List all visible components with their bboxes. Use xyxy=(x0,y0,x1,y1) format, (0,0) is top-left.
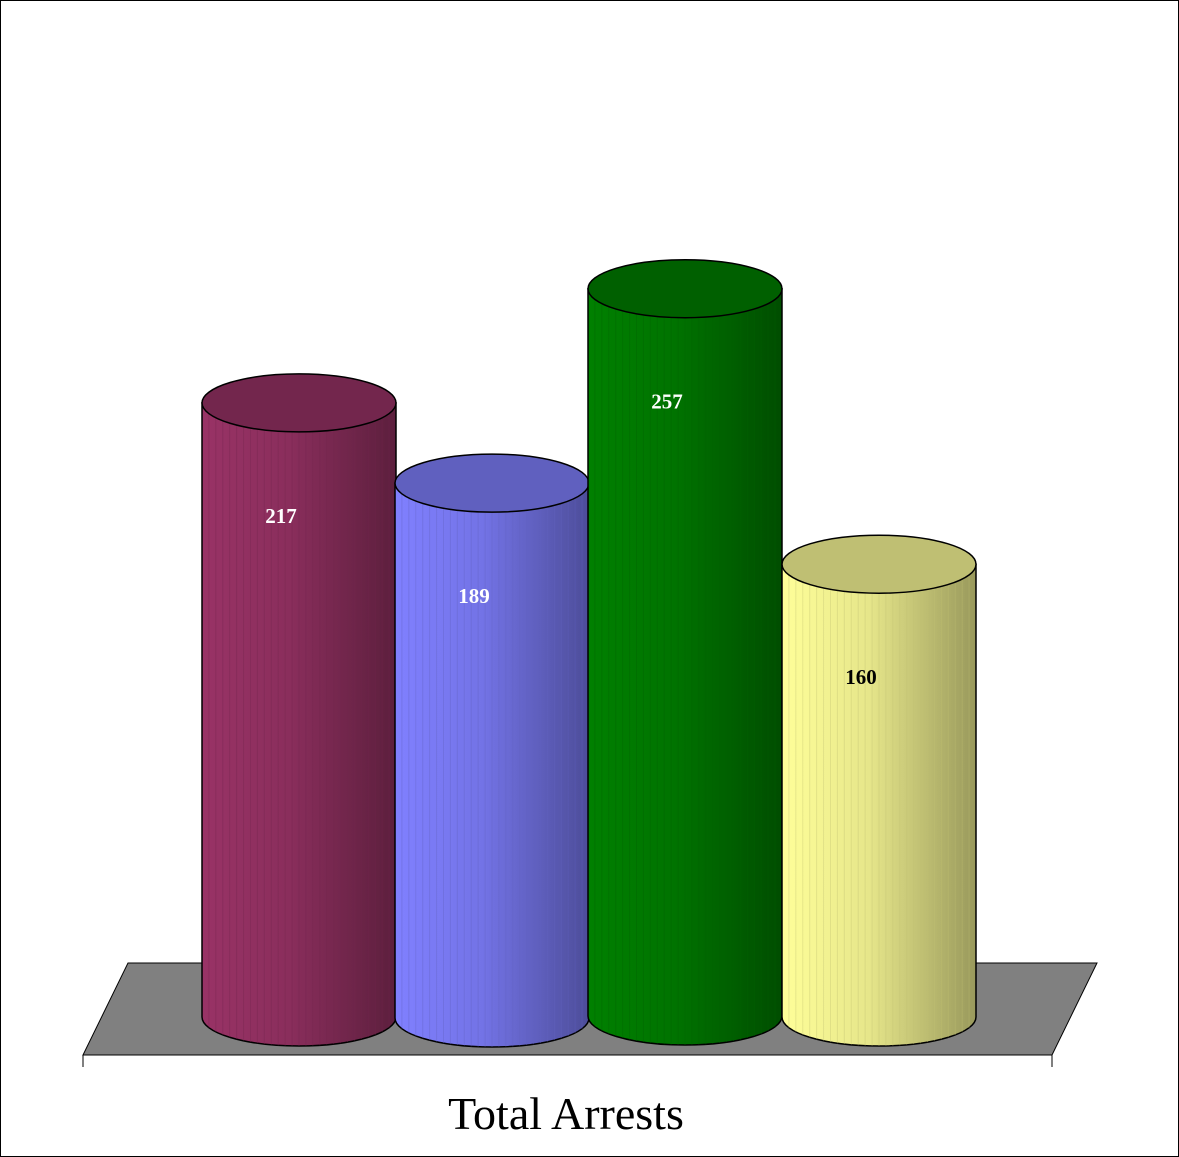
bar-cylinder: 217 xyxy=(201,373,397,1047)
bar-body xyxy=(587,287,783,1046)
bar-body xyxy=(781,563,977,1047)
bar-body xyxy=(394,482,590,1048)
category-label: Total Arrests xyxy=(448,1088,684,1139)
bar-data-label: 217 xyxy=(265,504,297,528)
bar-data-label: 257 xyxy=(651,390,683,414)
bar-top xyxy=(587,258,783,319)
bar-body xyxy=(201,402,397,1047)
bar-data-label: 189 xyxy=(458,584,490,608)
chart-axis-layer xyxy=(82,1054,1053,1067)
bar-stripes xyxy=(208,402,390,1046)
bar-stripes xyxy=(401,483,583,1047)
bar-cylinder: 189 xyxy=(394,453,590,1048)
bar-top xyxy=(201,373,397,433)
bar-top xyxy=(394,453,590,513)
bar-stripes xyxy=(594,288,776,1045)
bar-stripes xyxy=(788,564,970,1046)
bar-cylinder: 257 xyxy=(587,258,783,1046)
bar-top xyxy=(781,534,977,594)
bar-cylinder: 160 xyxy=(781,534,977,1047)
bar-data-label: 160 xyxy=(845,665,877,689)
chart-bars-layer: 217 189 257 160 xyxy=(201,258,977,1048)
